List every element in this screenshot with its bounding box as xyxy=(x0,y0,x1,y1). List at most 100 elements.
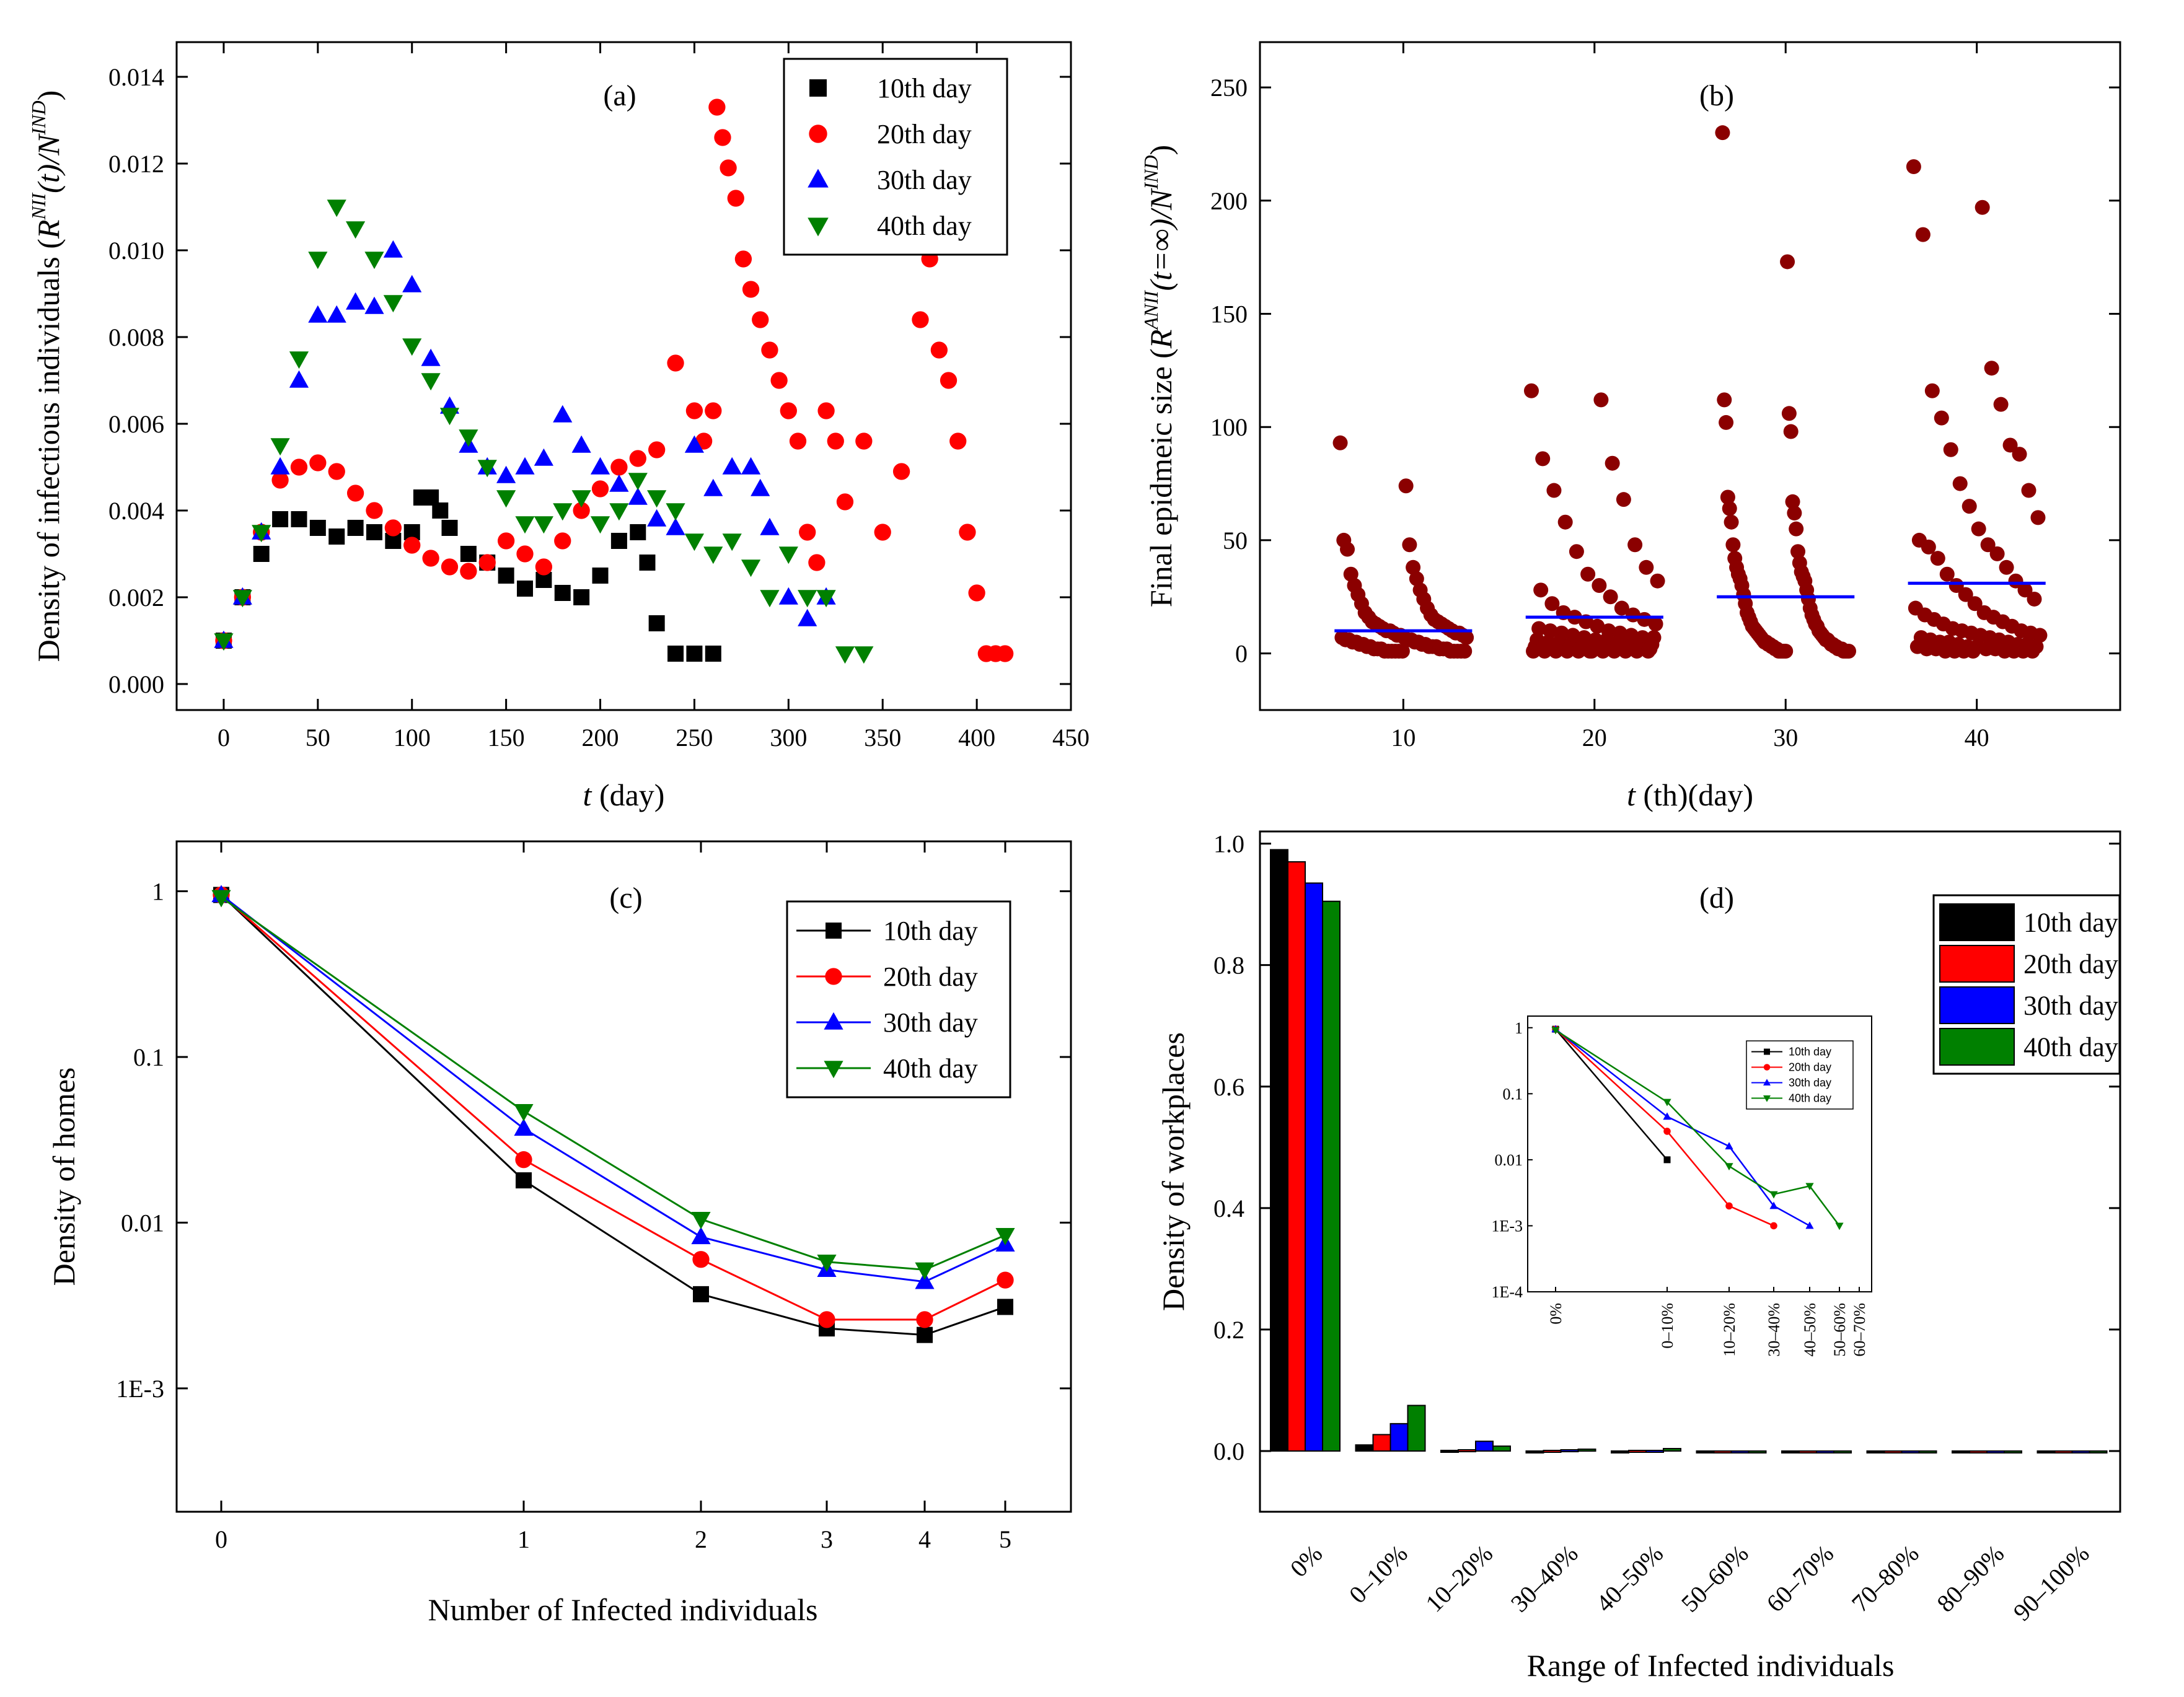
y-tick-label: 0 xyxy=(1235,640,1248,668)
legend-label: 30th day xyxy=(877,165,972,195)
bar-group xyxy=(1866,1450,1937,1454)
inset-data-point xyxy=(1663,1128,1671,1135)
data-point xyxy=(684,435,705,453)
series xyxy=(211,890,1015,1280)
data-point xyxy=(1783,424,1799,439)
data-point xyxy=(760,517,780,535)
data-point xyxy=(1724,514,1739,530)
data-point xyxy=(666,517,685,535)
data-point xyxy=(364,296,384,314)
data-point xyxy=(441,558,459,576)
data-point xyxy=(930,341,948,359)
panel-b: 10 20 30 40 0 50 100 150 200 250 (b) t (th)(day) Fin… xyxy=(1140,41,2121,812)
data-point xyxy=(1725,537,1741,553)
data-point xyxy=(666,503,685,521)
data-point xyxy=(1989,546,2005,561)
bar xyxy=(1543,1449,1562,1453)
inset-y-tick-label: 1 xyxy=(1515,1019,1523,1037)
inset-legend-label: 20th day xyxy=(1789,1061,1831,1074)
data-point xyxy=(516,1172,532,1189)
data-point xyxy=(915,1271,935,1289)
data-point xyxy=(460,546,477,562)
legend-marker xyxy=(825,968,842,985)
data-point xyxy=(648,615,665,631)
data-point xyxy=(497,532,515,550)
y-tick-label: 0.2 xyxy=(1213,1316,1244,1344)
bar-group xyxy=(1355,1405,1426,1452)
data-point xyxy=(498,568,514,584)
y-axis-label: Density of infectious individuals (RNII(… xyxy=(27,90,66,662)
x-tick-label: 1 xyxy=(517,1525,530,1553)
data-point xyxy=(708,99,726,116)
data-point xyxy=(1934,410,1949,426)
bar xyxy=(1389,1423,1409,1452)
data-point xyxy=(327,305,346,323)
data-point xyxy=(997,645,1014,662)
bar xyxy=(1833,1450,1852,1454)
data-point xyxy=(309,454,327,471)
data-point xyxy=(703,478,723,496)
data-point xyxy=(780,402,797,419)
data-point xyxy=(214,633,234,651)
inset-legend-label: 30th day xyxy=(1789,1077,1831,1089)
data-point xyxy=(421,373,441,391)
inset-series-line xyxy=(1555,1029,1841,1227)
bar-group xyxy=(1696,1450,1767,1454)
plot-frame xyxy=(175,840,1072,1513)
x-tick-label: 200 xyxy=(582,724,619,752)
data-point xyxy=(722,533,742,551)
group xyxy=(1906,159,2048,659)
data-point xyxy=(514,1103,534,1121)
y-tick-label: 0.8 xyxy=(1213,952,1244,980)
x-tick-label: 100 xyxy=(394,724,431,752)
data-point xyxy=(799,524,816,541)
bar-group xyxy=(1781,1450,1852,1454)
data-point xyxy=(742,281,760,298)
data-point xyxy=(308,305,328,323)
inset-y-tick-label: 0.1 xyxy=(1503,1085,1523,1103)
data-point xyxy=(402,274,422,292)
data-point xyxy=(1719,414,1734,430)
data-point xyxy=(1650,573,1665,589)
panel-a: 0 50 100 150 200 250 300 350 400 450 0.000 0.002 0.0… xyxy=(27,41,1090,812)
data-point xyxy=(402,338,422,356)
data-point xyxy=(1614,600,1629,616)
data-point xyxy=(571,490,591,508)
data-point xyxy=(477,460,497,478)
x-tick-label: 300 xyxy=(770,724,807,752)
data-point xyxy=(691,1227,711,1245)
bar xyxy=(1611,1450,1629,1454)
data-point xyxy=(1557,514,1573,530)
data-point xyxy=(1984,361,1999,376)
data-point xyxy=(211,890,231,908)
data-point xyxy=(1648,616,1663,632)
y-axis-label: Final epidmeic size (RANII(t=∞)/NIND) xyxy=(1140,145,1178,607)
data-point xyxy=(232,590,252,608)
data-point xyxy=(912,311,929,328)
bar xyxy=(2054,1450,2073,1454)
bar xyxy=(1952,1450,1970,1454)
data-point xyxy=(1590,618,1605,634)
data-point xyxy=(347,520,364,536)
series-line xyxy=(221,894,1006,1283)
data-point xyxy=(1593,392,1609,408)
data-point xyxy=(639,555,656,571)
data-point xyxy=(1787,506,1802,521)
data-point xyxy=(647,509,667,527)
data-point xyxy=(647,490,667,508)
x-tick-label: 20 xyxy=(1582,724,1607,752)
y-tick-label: 0.012 xyxy=(108,150,164,178)
inset-series xyxy=(1551,1027,1844,1230)
bar-group xyxy=(1952,1450,2022,1454)
data-point xyxy=(760,590,780,608)
data-point xyxy=(761,341,778,359)
data-point xyxy=(1457,643,1473,659)
bar xyxy=(1918,1450,1937,1454)
data-point xyxy=(1398,478,1414,494)
data-point xyxy=(1340,542,1355,557)
data-point xyxy=(421,348,441,366)
series xyxy=(214,200,874,664)
panel-label: (a) xyxy=(603,79,636,112)
y-tick-label: 0.6 xyxy=(1213,1073,1244,1101)
